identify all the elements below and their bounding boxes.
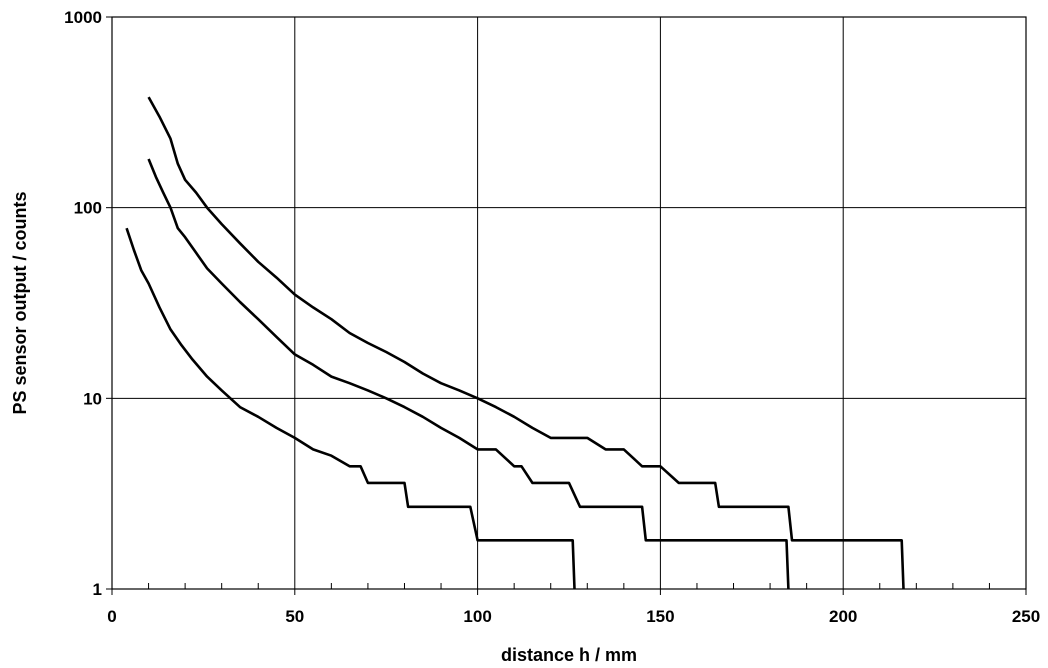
x-tick-label: 150 — [646, 607, 674, 626]
x-tick-label: 0 — [107, 607, 116, 626]
minor-ticks — [106, 16, 1027, 595]
series-line-3 — [125, 227, 576, 590]
y-axis-title: PS sensor output / counts — [10, 191, 30, 414]
x-tick-labels: 0 50 100 150 200 250 — [107, 607, 1040, 626]
y-tick-label: 10 — [83, 389, 102, 408]
plot-frame — [111, 16, 1027, 590]
y-tick-label: 100 — [74, 199, 102, 218]
y-tick-label: 1000 — [64, 8, 102, 27]
gridlines — [112, 17, 1026, 589]
x-tick-label: 50 — [285, 607, 304, 626]
y-tick-label: 1 — [93, 580, 102, 599]
x-tick-label: 100 — [463, 607, 491, 626]
x-tick-label: 200 — [829, 607, 857, 626]
series-layer — [125, 96, 905, 590]
series-line-2 — [147, 158, 790, 590]
x-axis-title: distance h / mm — [501, 645, 637, 665]
y-tick-labels: 1 10 100 1000 — [64, 8, 102, 599]
series-line-1 — [147, 96, 905, 590]
x-tick-label: 250 — [1012, 607, 1040, 626]
